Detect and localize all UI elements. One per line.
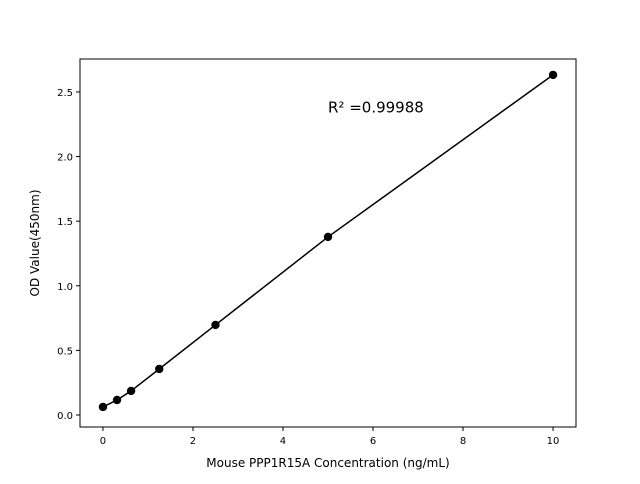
- x-tick-label: 0: [100, 436, 106, 447]
- x-tick-label: 2: [190, 436, 196, 447]
- y-tick-label: 1.0: [57, 282, 73, 293]
- y-tick-label: 0.0: [57, 411, 73, 422]
- plot-marks: [98, 70, 558, 412]
- y-axis: 0.0 0.5 1.0 1.5 2.0 2.5: [57, 88, 80, 422]
- x-axis-label: Mouse PPP1R15A Concentration (ng/mL): [206, 456, 449, 470]
- x-tick-label: 10: [547, 436, 560, 447]
- y-tick-label: 1.5: [57, 217, 73, 228]
- x-tick-label: 8: [460, 436, 466, 447]
- data-point: [126, 386, 136, 396]
- data-point: [155, 364, 164, 374]
- r-squared-annotation: R² =0.99988: [328, 98, 424, 116]
- x-tick-label: 6: [370, 436, 376, 447]
- data-point: [211, 320, 220, 330]
- y-tick-label: 2.5: [57, 88, 73, 99]
- data-point: [112, 395, 122, 405]
- x-axis: 0 2 4 6 8 10: [100, 427, 560, 447]
- data-point: [548, 70, 558, 80]
- data-point: [323, 232, 333, 242]
- y-axis-label: OD Value(450nm): [28, 189, 42, 296]
- data-point: [98, 402, 108, 412]
- y-tick-label: 0.5: [57, 346, 73, 357]
- x-tick-label: 4: [280, 436, 286, 447]
- y-tick-label: 2.0: [57, 153, 73, 164]
- plot-frame: [79, 58, 577, 428]
